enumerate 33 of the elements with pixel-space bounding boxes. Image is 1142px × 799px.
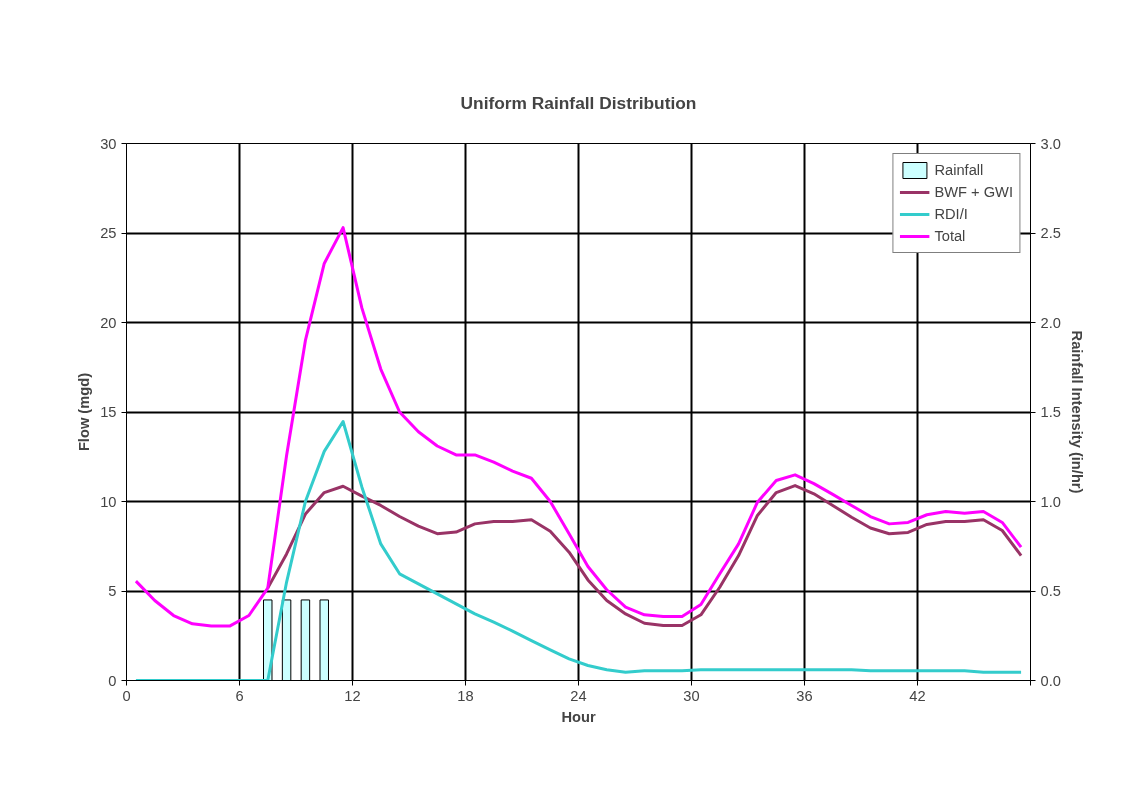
- y-tick-label: 0: [108, 672, 117, 689]
- x-axis-title: Hour: [561, 708, 596, 725]
- y2-tick-label: 0.5: [1040, 583, 1061, 599]
- x-tick-label: 42: [909, 687, 926, 704]
- y-tick-label: 30: [100, 135, 117, 152]
- y-axis-title: Flow (mgd): [76, 372, 93, 452]
- y-tick-label: 5: [108, 583, 117, 599]
- legend-label: Total: [934, 228, 966, 244]
- y-tick-label: 15: [100, 404, 117, 420]
- line-series: [266, 484, 1023, 628]
- y-tick-label: 25: [100, 225, 117, 241]
- y2-tick-label: 1.5: [1040, 404, 1061, 420]
- line-series: [134, 226, 1023, 628]
- chart-title: Uniform Rainfall Distribution: [460, 92, 697, 113]
- x-tick-label: 0: [122, 687, 131, 704]
- y2-axis-title: Rainfall Intensity (in/hr): [1068, 330, 1085, 494]
- x-tick-label: 12: [344, 687, 361, 704]
- x-tick-label: 30: [683, 687, 700, 704]
- y2-tick-label: 1.0: [1040, 493, 1061, 510]
- x-tick-label: 24: [570, 687, 587, 704]
- y2-tick-label: 2.0: [1040, 314, 1061, 331]
- y2-tick-label: 0.0: [1040, 672, 1061, 689]
- y-tick-label: 10: [100, 493, 117, 510]
- x-tick-label: 36: [796, 687, 813, 704]
- y-tick-label: 20: [100, 314, 117, 331]
- legend-label: Rainfall: [934, 162, 984, 178]
- x-tick-label: 6: [235, 687, 244, 704]
- legend-label: RDI/I: [934, 206, 968, 222]
- y2-tick-label: 2.5: [1040, 225, 1061, 241]
- x-tick-label: 18: [457, 687, 474, 704]
- line-series: [134, 419, 1023, 681]
- legend-label: BWF + GWI: [934, 184, 1013, 200]
- y2-tick-label: 3.0: [1040, 135, 1061, 152]
